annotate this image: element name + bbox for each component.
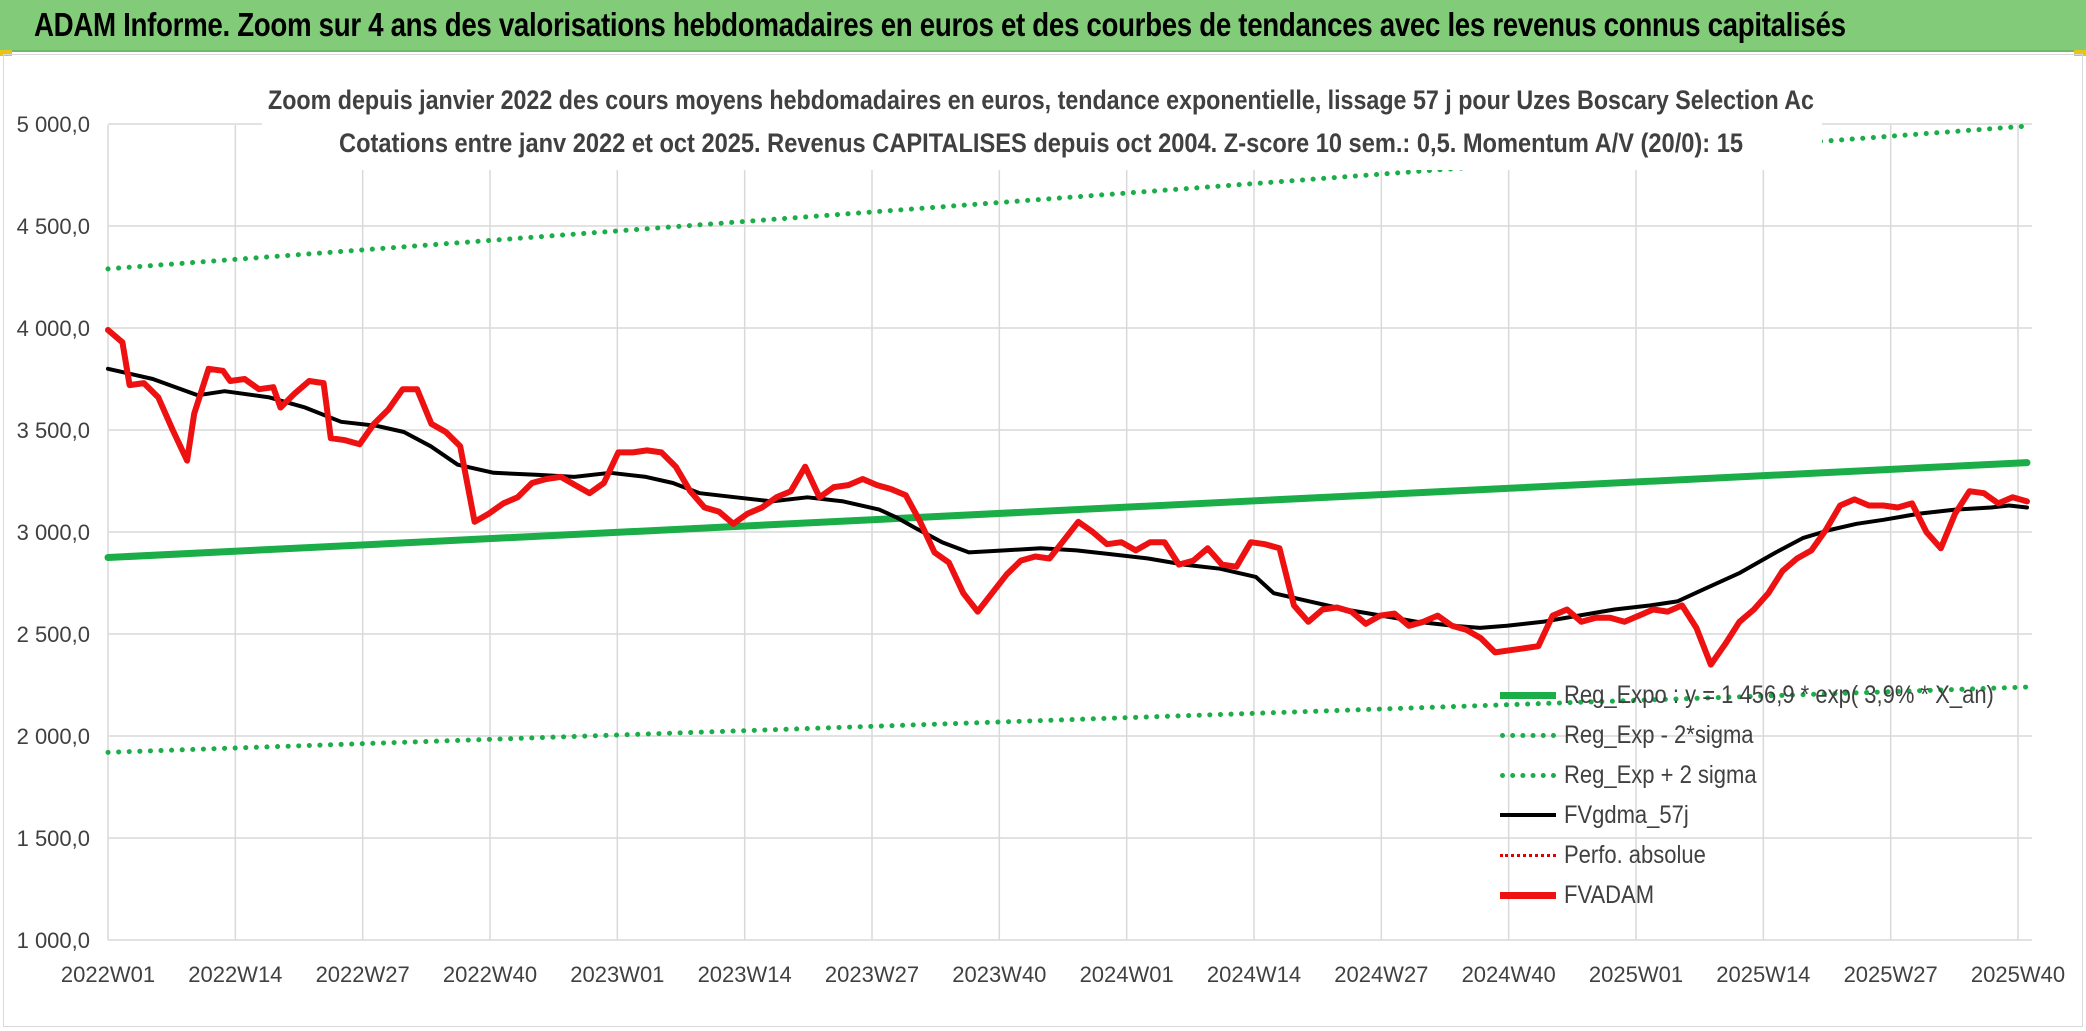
y-axis: 1 000,0 1 500,0 2 000,0 2 500,0 3 000,0 3 500…	[17, 112, 90, 953]
legend-label: Reg_Expo : y = 1 456,9 * exp( 3,9% * X_a…	[1564, 680, 1994, 709]
y-tick-label: 1 500,0	[17, 826, 90, 851]
title-backdrop	[262, 80, 1822, 170]
legend-item: Reg_Exp + 2 sigma	[1500, 755, 2053, 795]
series-line	[104, 459, 2031, 561]
top-banner: ADAM Informe. Zoom sur 4 ans des valoris…	[0, 0, 2086, 52]
legend-item: Reg_Expo : y = 1 456,9 * exp( 3,9% * X_a…	[1500, 675, 2053, 715]
legend: Reg_Expo : y = 1 456,9 * exp( 3,9% * X_a…	[1500, 675, 2053, 915]
x-tick-label: 2024W01	[1080, 962, 1174, 987]
corner-mark-right	[2074, 50, 2086, 56]
series-group	[104, 123, 2031, 755]
chart-subtitle: Cotations entre janv 2022 et oct 2025. R…	[339, 128, 1743, 158]
y-tick-label: 2 000,0	[17, 724, 90, 749]
y-tick-label: 3 000,0	[17, 520, 90, 545]
legend-label: Perfo. absolue	[1564, 840, 1706, 869]
legend-item: FVADAM	[1500, 875, 2053, 915]
x-tick-label: 2025W01	[1589, 962, 1683, 987]
y-tick-label: 3 500,0	[17, 418, 90, 443]
legend-swatch-perfo	[1500, 853, 1556, 857]
series-line	[105, 684, 2030, 755]
series-line	[106, 366, 2029, 630]
legend-item: FVgdma_57j	[1500, 795, 2053, 835]
series-line	[105, 123, 2030, 272]
y-tick-label: 4 000,0	[17, 316, 90, 341]
y-tick-label: 4 500,0	[17, 214, 90, 239]
legend-label: FVADAM	[1564, 880, 1655, 909]
chart-title: Zoom depuis janvier 2022 des cours moyen…	[268, 85, 1814, 115]
grid-lines	[107, 123, 2032, 941]
x-tick-label: 2025W14	[1716, 962, 1810, 987]
legend-item: Reg_Exp - 2*sigma	[1500, 715, 2053, 755]
x-tick-label: 2023W27	[825, 962, 919, 987]
series-line	[105, 327, 2030, 668]
legend-label: Reg_Exp + 2 sigma	[1564, 760, 1757, 789]
x-tick-label: 2022W27	[316, 962, 410, 987]
x-tick-label: 2025W40	[1971, 962, 2065, 987]
legend-swatch-fvgdma	[1500, 813, 1556, 817]
y-tick-label: 5 000,0	[17, 112, 90, 137]
legend-swatch-reg-expo	[1500, 691, 1556, 699]
legend-label: Reg_Exp - 2*sigma	[1564, 720, 1754, 749]
x-tick-label: 2022W01	[61, 962, 155, 987]
x-tick-label: 2023W40	[952, 962, 1046, 987]
chart-frame	[3, 54, 2083, 1027]
y-tick-label: 2 500,0	[17, 622, 90, 647]
legend-swatch-plus-sigma	[1500, 772, 1556, 778]
banner-title: ADAM Informe. Zoom sur 4 ans des valoris…	[34, 6, 1846, 43]
x-tick-label: 2024W27	[1334, 962, 1428, 987]
x-tick-label: 2024W14	[1207, 962, 1301, 987]
legend-item: Perfo. absolue	[1500, 835, 2053, 875]
x-tick-label: 2023W14	[698, 962, 792, 987]
corner-mark-left	[0, 50, 12, 56]
x-tick-label: 2025W27	[1844, 962, 1938, 987]
x-tick-label: 2023W01	[570, 962, 664, 987]
x-tick-label: 2022W14	[188, 962, 282, 987]
x-axis: 2022W01 2022W14 2022W27 2022W40 2023W01 2023W…	[61, 962, 2065, 987]
legend-swatch-minus-sigma	[1500, 732, 1556, 738]
x-tick-label: 2022W40	[443, 962, 537, 987]
chart-titles: Zoom depuis janvier 2022 des cours moyen…	[262, 80, 1822, 170]
legend-swatch-fvadam	[1500, 891, 1556, 899]
y-tick-label: 1 000,0	[17, 928, 90, 953]
x-tick-label: 2024W40	[1462, 962, 1556, 987]
legend-label: FVgdma_57j	[1564, 800, 1689, 829]
